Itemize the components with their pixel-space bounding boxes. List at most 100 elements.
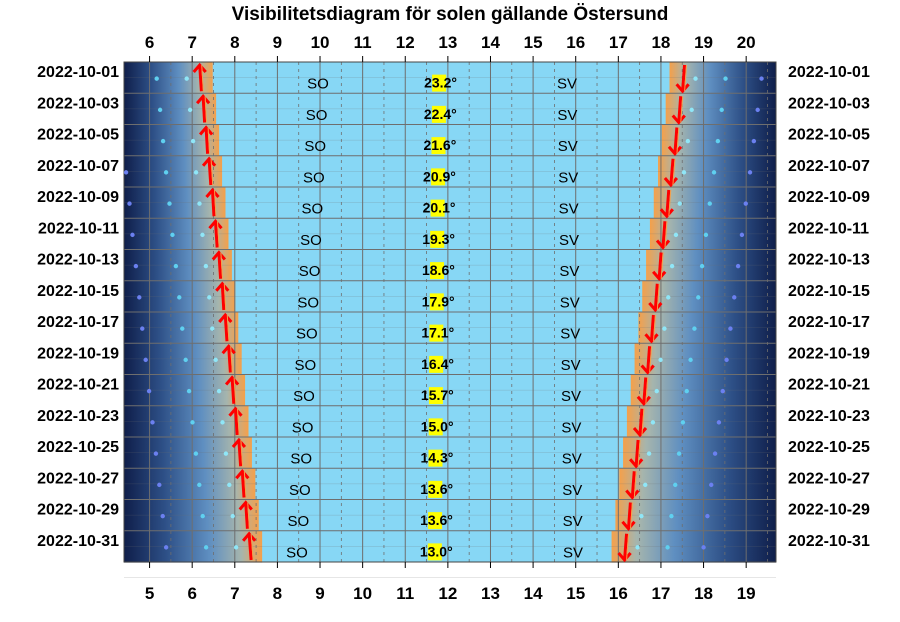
twilight-dot xyxy=(685,138,691,144)
top-hour-label: 7 xyxy=(187,33,196,52)
arrow-highlight xyxy=(668,189,672,217)
arrow-shaft xyxy=(677,96,683,123)
max-elevation-label: 20.1° xyxy=(423,200,456,216)
arrow-shaft xyxy=(247,533,253,561)
evening-twilight-band xyxy=(658,155,776,188)
twilight-dot xyxy=(688,357,693,363)
arrow-head xyxy=(221,343,236,355)
twilight-dot xyxy=(684,388,689,394)
date-label-left: 2022-10-11 xyxy=(38,220,119,237)
arrow-highlight xyxy=(240,439,244,467)
arrow-highlight xyxy=(664,221,668,248)
morning-twilight-band xyxy=(124,437,252,469)
top-hour-label: 13 xyxy=(438,33,457,52)
sunrise-arrow xyxy=(198,125,214,154)
elevation-highlight xyxy=(428,387,443,405)
sunrise-arrow xyxy=(211,250,227,279)
bottom-hour-label: 5 xyxy=(145,584,154,603)
arrow-shaft xyxy=(626,502,632,529)
arrow-shaft xyxy=(638,408,644,436)
sunset-arrow xyxy=(663,158,679,188)
twilight-dot xyxy=(658,357,663,363)
arrow-head xyxy=(231,437,247,448)
arrow-highlight xyxy=(233,377,237,404)
sunrise-direction: SO xyxy=(292,419,314,436)
max-elevation-label: 13.6° xyxy=(420,512,453,528)
sunrise-arrow xyxy=(195,93,211,123)
max-elevation-label: 15.7° xyxy=(421,387,454,403)
dot-layer xyxy=(123,76,764,550)
arrow-head xyxy=(671,114,686,125)
sunset-arrow xyxy=(648,283,663,313)
arrow-highlight xyxy=(656,283,660,311)
arrow-head xyxy=(663,177,679,188)
twilight-dot xyxy=(216,388,222,394)
evening-twilight-band xyxy=(653,187,776,219)
bottom-hour-label: 8 xyxy=(273,584,282,603)
bottom-hour-label: 13 xyxy=(481,584,500,603)
date-label-right: 2022-10-13 xyxy=(788,252,870,269)
arrow-head xyxy=(629,458,644,469)
twilight-dot xyxy=(701,545,706,550)
sunset-direction: SV xyxy=(559,232,579,249)
arrow-head xyxy=(625,489,640,500)
chart-title: Visibilitetsdiagram för solen gällande Ö… xyxy=(232,4,669,25)
arrow-head xyxy=(659,208,674,219)
date-label-left: 2022-10-13 xyxy=(37,252,119,269)
arrow-head xyxy=(192,62,207,73)
date-label-left: 2022-10-31 xyxy=(37,533,119,550)
sunrise-direction: SO xyxy=(307,76,329,93)
twilight-dot xyxy=(150,420,155,425)
top-hour-label: 18 xyxy=(651,33,670,52)
arrow-shaft xyxy=(653,283,659,311)
bottom-hour-label: 10 xyxy=(353,584,372,603)
arrow-highlight xyxy=(223,283,227,311)
arrow-head xyxy=(195,93,211,105)
arrow-highlight xyxy=(680,96,684,123)
sunset-direction: SV xyxy=(559,201,579,218)
arrow-highlight xyxy=(633,471,637,498)
elevation-highlight xyxy=(431,137,446,155)
twilight-dot xyxy=(639,513,644,519)
date-label-left: 2022-10-25 xyxy=(37,439,119,456)
arrow-highlight xyxy=(201,64,204,92)
twilight-dot xyxy=(709,482,714,488)
sunset-arrow xyxy=(636,377,651,407)
bottom-hour-label: 17 xyxy=(651,584,670,603)
twilight-dot xyxy=(123,170,129,175)
twilight-dot xyxy=(190,138,196,144)
twilight-dot xyxy=(743,201,748,206)
twilight-dot xyxy=(186,388,192,394)
arrow-layer xyxy=(192,62,690,563)
sunset-arrow xyxy=(621,502,636,532)
max-elevation-label: 19.3° xyxy=(422,231,455,247)
arrow-shaft xyxy=(650,314,655,342)
arrow-head xyxy=(636,395,651,407)
bottom-hour-label: 11 xyxy=(396,584,414,603)
twilight-dot xyxy=(160,138,166,144)
date-label-right: 2022-10-21 xyxy=(788,377,870,394)
arrow-shaft xyxy=(681,64,687,92)
top-hour-label: 16 xyxy=(566,33,585,52)
twilight-dot xyxy=(681,170,687,175)
evening-twilight-band xyxy=(642,280,776,313)
top-hour-label: 8 xyxy=(230,33,239,52)
arrow-head xyxy=(675,83,690,94)
sunset-direction: SV xyxy=(558,169,578,186)
sunset-arrow xyxy=(675,64,690,94)
elevation-highlight xyxy=(428,512,443,530)
twilight-dot xyxy=(187,107,193,113)
twilight-dot xyxy=(751,138,757,144)
date-label-right: 2022-10-01 xyxy=(788,64,870,81)
sunrise-direction: SO xyxy=(296,326,318,343)
date-label-right: 2022-10-11 xyxy=(788,220,869,237)
twilight-dot xyxy=(200,513,205,519)
twilight-dot xyxy=(230,513,235,519)
arrow-head xyxy=(228,406,243,417)
sunset-direction: SV xyxy=(559,263,579,280)
bottom-hour-label: 18 xyxy=(694,584,713,603)
sunrise-direction: SO xyxy=(306,107,328,124)
twilight-dot xyxy=(177,295,182,300)
arrow-head xyxy=(640,364,655,375)
sunset-arrow xyxy=(632,408,648,438)
